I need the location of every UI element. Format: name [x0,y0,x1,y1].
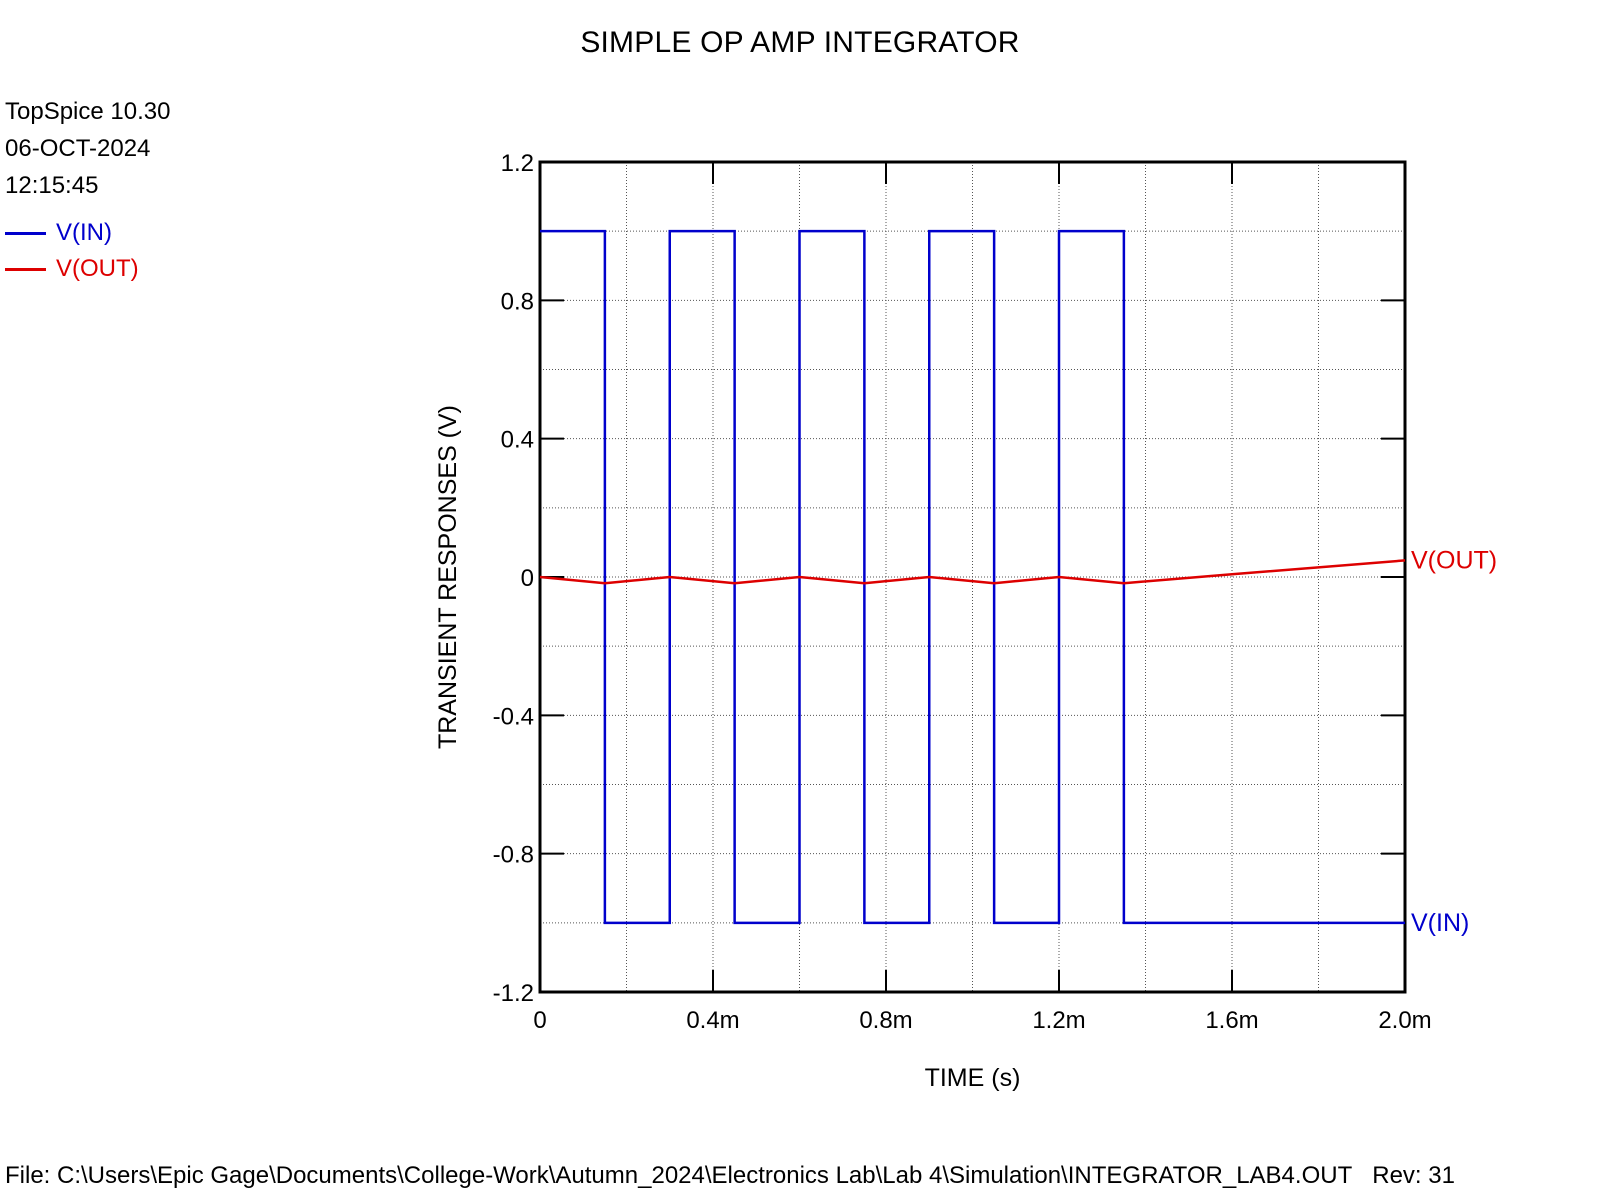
series-line-vout [539,559,1406,585]
legend-swatch-vin [5,232,46,235]
y-axis-title: TRANSIENT RESPONSES (V) [434,405,462,749]
x-tick-label: 0.4m [686,1007,739,1034]
y-tick-label: -0.8 [493,842,534,869]
x-tick-label: 1.6m [1205,1007,1258,1034]
legend-label-vout: V(OUT) [56,255,139,282]
legend-item-vout: V(OUT) [5,255,205,285]
x-tick-label: 0 [533,1007,546,1034]
revision-label: Rev: 31 [1372,1162,1455,1189]
legend-swatch-vout [5,268,46,271]
file-path-footer: File: C:\Users\Epic Gage\Documents\Colle… [5,1162,1455,1190]
program-version: TopSpice 10.30 [5,98,171,125]
series-line-vin [540,229,1405,925]
trace-end-label-vout: V(OUT) [1411,546,1497,574]
x-tick-label: 0.8m [859,1007,912,1034]
y-tick-label: -1.2 [493,980,534,1007]
y-tick-label: -0.4 [493,703,534,730]
chart-title: SIMPLE OP AMP INTEGRATOR [580,26,1020,59]
run-date: 06-OCT-2024 [5,135,151,162]
y-tick-label: 0.8 [501,288,534,315]
legend-item-vin: V(IN) [5,219,205,249]
x-tick-label: 1.2m [1032,1007,1085,1034]
x-axis-title: TIME (s) [925,1064,1021,1092]
run-time: 12:15:45 [5,172,99,199]
file-path: File: C:\Users\Epic Gage\Documents\Colle… [5,1162,1353,1189]
footer-gap [1352,1162,1372,1189]
transient-response-chart: 0 0.4m 0.8m 1.2m 1.6m 2.0m 1.2 0.8 0.4 0 -0.4 -0.8 -… [434,150,1497,1092]
trace-end-label-vin: V(IN) [1411,909,1469,937]
legend-label-vin: V(IN) [56,219,112,246]
y-tick-label: 0 [521,565,534,592]
x-tick-label: 2.0m [1378,1007,1431,1034]
y-tick-label: 0.4 [501,427,534,454]
y-tick-label: 1.2 [501,150,534,177]
